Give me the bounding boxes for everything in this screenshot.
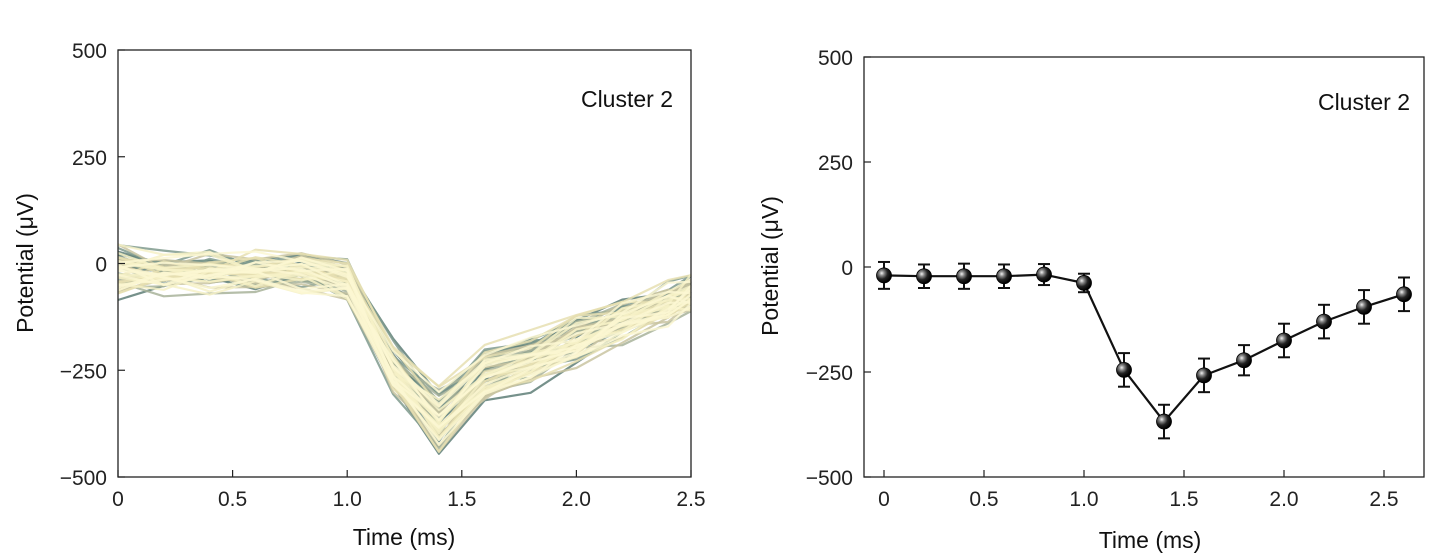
- left-x-axis-title: Time (ms): [353, 524, 456, 550]
- right-x-tick-label: 0: [878, 488, 890, 511]
- left-trace-line: [117, 262, 692, 408]
- left-x-tick-label: 1.5: [447, 488, 476, 511]
- left-y-tick-label: −500: [60, 467, 107, 490]
- left-x-tick-label: 2.0: [562, 488, 591, 511]
- right-y-tick-label: 500: [818, 47, 853, 70]
- left-axes: 0 0.5 1.0 1.5 2.0 2.5 500 250 0 −250 −500: [60, 40, 706, 511]
- right-mean-series: [876, 260, 1412, 440]
- right-data-point: [1236, 352, 1252, 369]
- left-y-tick-label: 250: [72, 147, 107, 170]
- left-y-tick-label: 0: [95, 254, 107, 277]
- left-trace-line: [117, 256, 692, 442]
- right-data-point: [996, 268, 1012, 285]
- right-chart-panel: 0 0.5 1.0 1.5 2.0 2.5 500 250 0 −250 −500 Cluster …: [757, 47, 1425, 553]
- right-y-tick-label: −500: [806, 467, 853, 490]
- right-x-tick-label: 0.5: [969, 488, 998, 511]
- right-data-point: [916, 268, 932, 285]
- right-y-tick-label: 250: [818, 152, 853, 175]
- left-y-tick-label: −250: [60, 360, 107, 383]
- right-plot-frame: [863, 56, 1425, 478]
- right-cluster-annotation: Cluster 2: [1318, 89, 1410, 115]
- left-trace-line: [117, 270, 692, 405]
- left-trace-line: [117, 268, 692, 441]
- right-data-point: [1156, 413, 1172, 430]
- left-chart-panel: 0 0.5 1.0 1.5 2.0 2.5 500 250 0 −250 −500 Cluster …: [12, 40, 706, 550]
- right-y-axis-title: Potential (μV): [757, 196, 783, 336]
- left-x-tick-label: 2.5: [676, 488, 705, 511]
- right-data-point: [1116, 361, 1132, 378]
- right-data-point: [1356, 298, 1372, 315]
- right-data-point: [876, 267, 892, 284]
- right-series-line: [883, 273, 1405, 424]
- left-trace-line: [117, 250, 692, 394]
- left-trace-line: [117, 256, 692, 408]
- left-waveform-traces: [117, 243, 692, 455]
- right-y-tick-label: −250: [806, 362, 853, 385]
- left-trace-line: [117, 272, 692, 429]
- right-x-tick-label: 2.5: [1369, 488, 1398, 511]
- right-data-point: [1196, 367, 1212, 384]
- right-data-point: [1396, 286, 1412, 303]
- left-x-tick-label: 0.5: [218, 488, 247, 511]
- left-trace-line: [117, 263, 692, 417]
- right-data-point: [956, 268, 972, 285]
- right-x-tick-label: 2.0: [1269, 488, 1298, 511]
- right-data-point: [1076, 275, 1092, 291]
- right-axes: 0 0.5 1.0 1.5 2.0 2.5 500 250 0 −250 −500: [806, 47, 1399, 511]
- left-y-tick-label: 500: [72, 40, 107, 63]
- right-y-tick-label: 0: [841, 257, 853, 280]
- right-x-axis-title: Time (ms): [1099, 527, 1202, 553]
- left-x-tick-label: 1.0: [333, 488, 362, 511]
- right-data-point: [1316, 313, 1332, 330]
- left-y-axis-title: Potential (μV): [12, 193, 38, 333]
- right-x-tick-label: 1.5: [1169, 488, 1198, 511]
- right-x-tick-label: 1.0: [1069, 488, 1098, 511]
- right-data-point: [1276, 332, 1292, 349]
- left-trace-line: [117, 267, 692, 421]
- left-cluster-annotation: Cluster 2: [581, 86, 673, 112]
- right-data-point: [1036, 266, 1052, 283]
- left-x-tick-label: 0: [112, 488, 124, 511]
